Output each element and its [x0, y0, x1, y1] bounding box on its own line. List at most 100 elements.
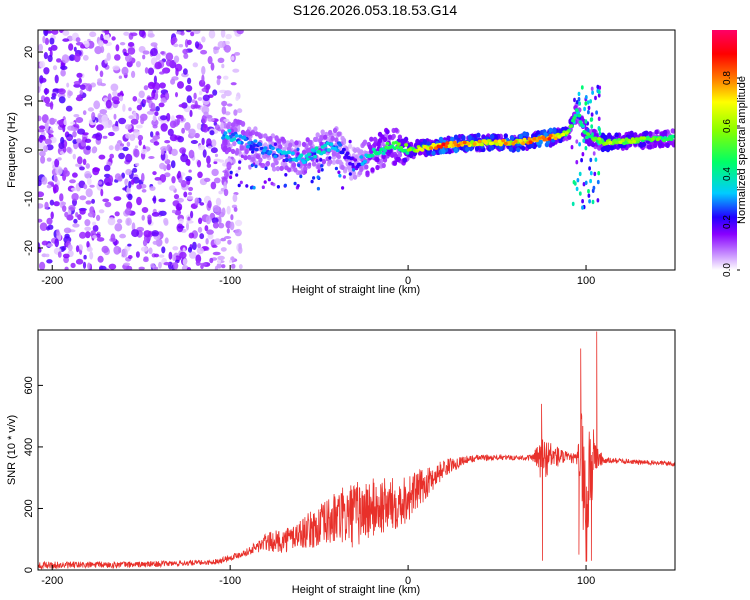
spectrogram-cell: [87, 262, 91, 270]
spectrogram-cell: [229, 221, 235, 231]
spectrogram-cell: [206, 229, 214, 235]
spectrogram-cell: [133, 111, 137, 119]
spectrogram-cell: [73, 80, 81, 85]
spectrogram-cell: [196, 247, 204, 255]
spectrogram-cell: [303, 170, 308, 174]
spectrogram-cell: [375, 164, 380, 171]
spectrogram-cell: [186, 220, 194, 224]
spectrogram-cell: [220, 30, 226, 38]
spectrogram-cell: [127, 243, 132, 247]
spectrogram-cell: [331, 159, 337, 165]
spectrogram-cell: [211, 139, 217, 147]
spectrogram-cell: [131, 229, 140, 238]
spectrogram-cell: [201, 74, 205, 84]
spectrogram-cell: [116, 218, 123, 224]
spectrogram-cell: [381, 162, 386, 169]
spectrogram-cell: [68, 43, 74, 51]
spectrogram-cell: [138, 139, 142, 146]
spectrogram-cell: [226, 103, 233, 107]
spectrogram-cell: [521, 145, 526, 151]
spectrogram-cell: [221, 100, 228, 107]
spectrogram-cell: [293, 181, 297, 186]
spectrogram-cell: [62, 146, 67, 153]
spectrogram-cell: [41, 176, 48, 185]
spectrogram-cell: [135, 113, 140, 121]
spectrogram-cell: [67, 90, 73, 97]
spectrogram-cell: [104, 201, 112, 208]
spectrogram-cell: [183, 68, 188, 75]
spectrogram-cell: [584, 135, 589, 140]
spectrogram-cell: [258, 162, 262, 166]
spectrogram-cell: [190, 31, 195, 37]
spectrogram-cell: [66, 82, 70, 88]
spectrogram-cell: [310, 179, 314, 184]
spectrogram-cell: [152, 124, 158, 129]
spectrogram-cell: [288, 142, 293, 148]
spectrogram-cell: [125, 168, 132, 176]
spectrogram-cell: [369, 136, 374, 142]
spectrogram-cell: [296, 152, 300, 156]
spectrogram-cell: [537, 136, 542, 140]
spectrogram-cell: [653, 142, 658, 148]
spectrogram-cell: [489, 145, 495, 151]
colorbar-ticks: 0.0 0.2 0.4 0.6 0.8: [722, 71, 740, 277]
spectrogram-cell: [498, 142, 503, 147]
spectrogram-cell: [177, 81, 184, 89]
spectrogram-cell: [590, 124, 594, 129]
spectrogram-cell: [595, 110, 598, 115]
spectrogram-cell: [632, 139, 637, 144]
spectrogram-cell: [38, 129, 45, 133]
spectrogram-cell: [85, 83, 93, 92]
spectrogram-cell: [522, 137, 527, 142]
spectrogram-cell: [227, 129, 232, 133]
spectrogram-cell: [220, 237, 227, 242]
spectrogram-cell: [600, 146, 606, 153]
spectrogram-cell: [291, 162, 297, 168]
spectrogram-cell: [234, 134, 239, 138]
spectrogram-cell: [153, 141, 160, 146]
spectrogram-cell: [286, 167, 292, 173]
spectrogram-cell: [100, 83, 106, 87]
spectrogram-cell: [233, 127, 238, 133]
spectrogram-cell: [199, 262, 208, 266]
spectrogram-cell: [213, 238, 222, 246]
spectrogram-cell: [44, 30, 48, 35]
spectrogram-cell: [663, 129, 668, 135]
spectrogram-cell: [250, 147, 255, 151]
spectrogram-cell: [154, 177, 162, 181]
spectrogram-cell: [155, 131, 160, 136]
spectrogram-cell: [85, 200, 92, 205]
spectrogram-cell: [223, 44, 231, 53]
spectrogram-cell: [215, 197, 222, 206]
spectrogram-cell: [330, 135, 335, 141]
spectrogram-cell: [311, 161, 317, 167]
spectrogram-cell: [453, 148, 459, 154]
spectrogram-cell: [439, 145, 443, 149]
spectrogram-cell: [134, 145, 139, 149]
spectrogram-cell: [109, 153, 114, 159]
spectrogram-cell: [221, 207, 226, 216]
spectrogram-cell: [188, 186, 194, 192]
spectrogram-cell: [280, 151, 285, 155]
spectrogram-cell: [633, 132, 638, 138]
spectrogram-cell: [73, 114, 80, 118]
spectrogram-cell: [38, 191, 45, 198]
spectrogram-cell: [482, 139, 487, 143]
spectrogram-cell: [503, 141, 508, 146]
spectrogram-cell: [584, 138, 589, 144]
spectrogram-cell: [578, 120, 583, 124]
spectrogram-cell: [604, 141, 609, 146]
spectrogram-cell: [302, 160, 306, 165]
spectrogram-cell: [143, 85, 149, 91]
spectrogram-cell: [39, 222, 48, 231]
spectrogram-cell: [186, 159, 191, 167]
spectrogram-cell: [159, 174, 167, 183]
spectrogram-cell: [303, 166, 308, 172]
spectrogram-cell: [598, 127, 601, 132]
spectrogram-cell: [273, 154, 278, 159]
spectrogram-cell: [465, 146, 470, 152]
spectrogram-cell: [84, 226, 92, 231]
spectrogram-cell: [158, 261, 162, 269]
snr-series-line: [38, 331, 675, 570]
spectrogram-cell: [577, 91, 581, 97]
